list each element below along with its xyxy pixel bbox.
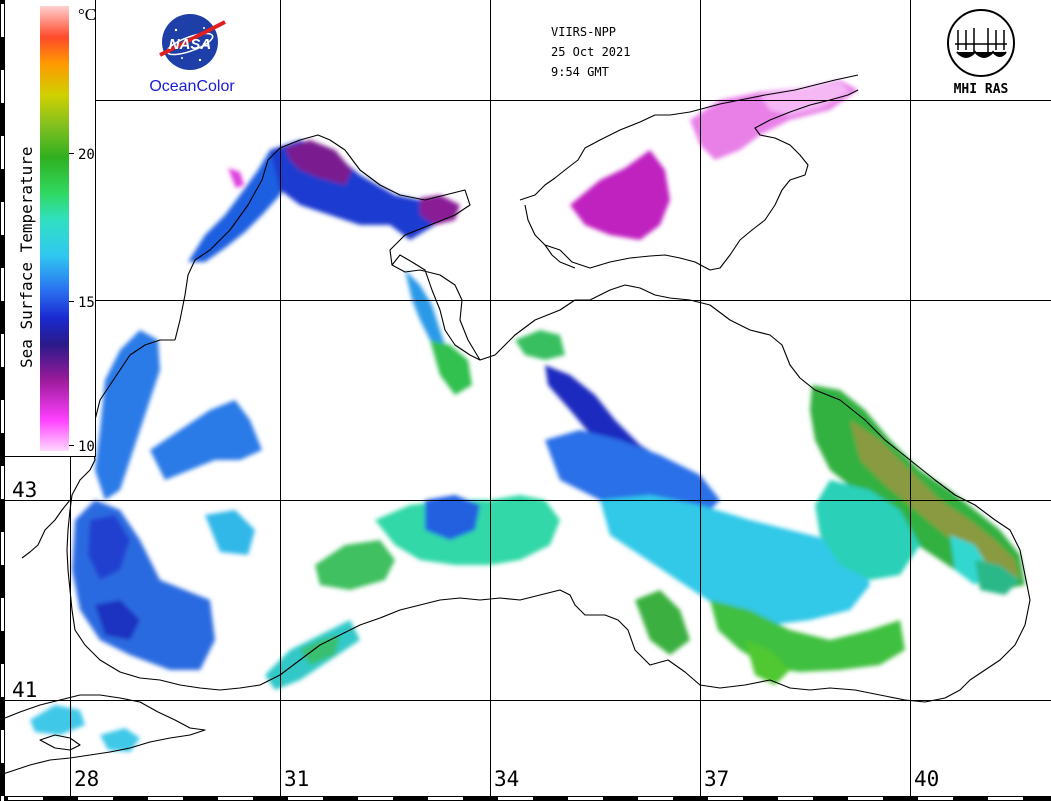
sst-patch-e-mid-blue: [545, 430, 720, 520]
colorbar-panel: °C 20 15 10 Sea Surface Temperature: [5, 0, 96, 457]
scale-segment: [638, 797, 673, 800]
sst-patch-azov-magenta: [570, 150, 670, 240]
scale-segment: [428, 797, 463, 800]
scale-segment: [1, 4, 4, 37]
lon-label-37: 37: [704, 767, 729, 791]
scale-segment: [778, 797, 813, 800]
sst-patch-e-green-top: [515, 330, 565, 360]
coast-south: [66, 339, 906, 701]
mhi-ras-text: MHI RAS: [954, 82, 1009, 97]
sst-patch-central-cyan: [205, 510, 255, 555]
date-label: 25 Oct 2021: [551, 45, 630, 59]
lat-labels: 43 41: [12, 478, 37, 702]
sst-patch-crimea-west: [405, 270, 445, 345]
lon-label-40: 40: [914, 767, 939, 791]
sst-data-layer: [30, 80, 1025, 752]
coast-east: [799, 377, 1031, 703]
colorbar-unit: °C: [78, 5, 96, 24]
scale-segment: [1, 70, 4, 103]
lon-label-28: 28: [74, 767, 99, 791]
sst-patch-east-cyan-mix: [815, 480, 920, 580]
sst-patch-nw-coast: [188, 150, 290, 262]
scale-segment: [1, 796, 4, 801]
sst-patch-east-edge: [975, 560, 1020, 595]
scale-segment: [1, 202, 4, 235]
sst-patch-odessa-purple: [285, 140, 352, 185]
scale-segment: [1, 466, 4, 499]
sst-patch-marmara-2: [100, 728, 140, 752]
scale-segment: [218, 797, 253, 800]
sst-patch-e-green-coast: [635, 590, 690, 655]
coast-azov-spit: [524, 204, 561, 251]
colorbar-gradient: [40, 6, 69, 451]
sst-patch-e-cyan-big: [600, 495, 870, 625]
scale-segment: [148, 797, 183, 800]
scale-segment: [78, 797, 113, 800]
mhi-ras-logo: MHI RAS: [947, 9, 1015, 97]
scale-segment: [918, 797, 953, 800]
colorbar-ticks: [69, 153, 74, 446]
nasa-text: NASA: [169, 36, 212, 53]
header-info: VIIRS-NPP 25 Oct 2021 9:54 GMT: [551, 25, 630, 79]
scale-segment: [1, 136, 4, 169]
sst-patch-central-blue: [425, 495, 480, 540]
scale-segment: [1, 268, 4, 301]
sst-patch-central-green-w: [315, 540, 395, 590]
coast-azov-south: [559, 89, 859, 271]
sst-patch-e-bright-green: [745, 640, 790, 685]
sensor-label: VIIRS-NPP: [551, 25, 616, 39]
nasa-logo: NASA OceanColor: [149, 14, 235, 95]
sst-patch-west-basin: [95, 330, 160, 500]
scale-segment: [498, 797, 533, 800]
coast-marmara-n: [39, 734, 81, 751]
sst-patch-crimea-green: [430, 340, 472, 395]
colorbar-tick-10: 10: [78, 439, 95, 455]
scale-segment: [1, 664, 4, 697]
sst-patch-south-coast-green: [300, 635, 340, 665]
lon-label-34: 34: [494, 767, 519, 791]
scale-segment: [8, 797, 43, 800]
scale-segment: [1, 598, 4, 631]
scale-segment: [1, 730, 4, 763]
coastline: [0, 74, 1031, 776]
coast-bosporus: [21, 499, 71, 559]
scale-segment: [708, 797, 743, 800]
time-label: 9:54 GMT: [551, 65, 609, 79]
oceancolor-text: OceanColor: [149, 78, 235, 95]
sst-patch-west-arc: [150, 400, 262, 480]
scale-segment: [288, 797, 323, 800]
sst-patch-small-pink: [228, 168, 244, 188]
sst-patch-bosporus-dark: [95, 600, 140, 640]
scale-segment: [1, 400, 4, 433]
left-scale-bar: [0, 0, 5, 801]
scale-segment: [1, 532, 4, 565]
coast-kerch: [544, 244, 576, 269]
lat-label-41: 41: [12, 678, 37, 702]
scale-segment: [988, 797, 1023, 800]
lat-label-43: 43: [12, 478, 37, 502]
coast-crimea: [391, 254, 481, 361]
sst-patch-azov-light: [760, 82, 850, 115]
lon-label-31: 31: [284, 767, 309, 791]
bottom-scale-bar: [0, 796, 1051, 801]
coast-azov-west: [519, 74, 859, 201]
sst-patch-west-dark: [88, 515, 130, 580]
scale-segment: [848, 797, 883, 800]
sst-patch-marmara: [30, 705, 85, 735]
scale-segment: [568, 797, 603, 800]
scale-segment: [1, 334, 4, 367]
colorbar-tick-15: 15: [78, 295, 95, 311]
colorbar-title: Sea Surface Temperature: [17, 146, 36, 368]
lon-labels: 28 31 34 37 40: [74, 767, 939, 791]
colorbar-tick-20: 20: [78, 147, 95, 163]
scale-segment: [358, 797, 393, 800]
coast-marmara: [0, 694, 206, 776]
coast-north: [174, 134, 801, 379]
